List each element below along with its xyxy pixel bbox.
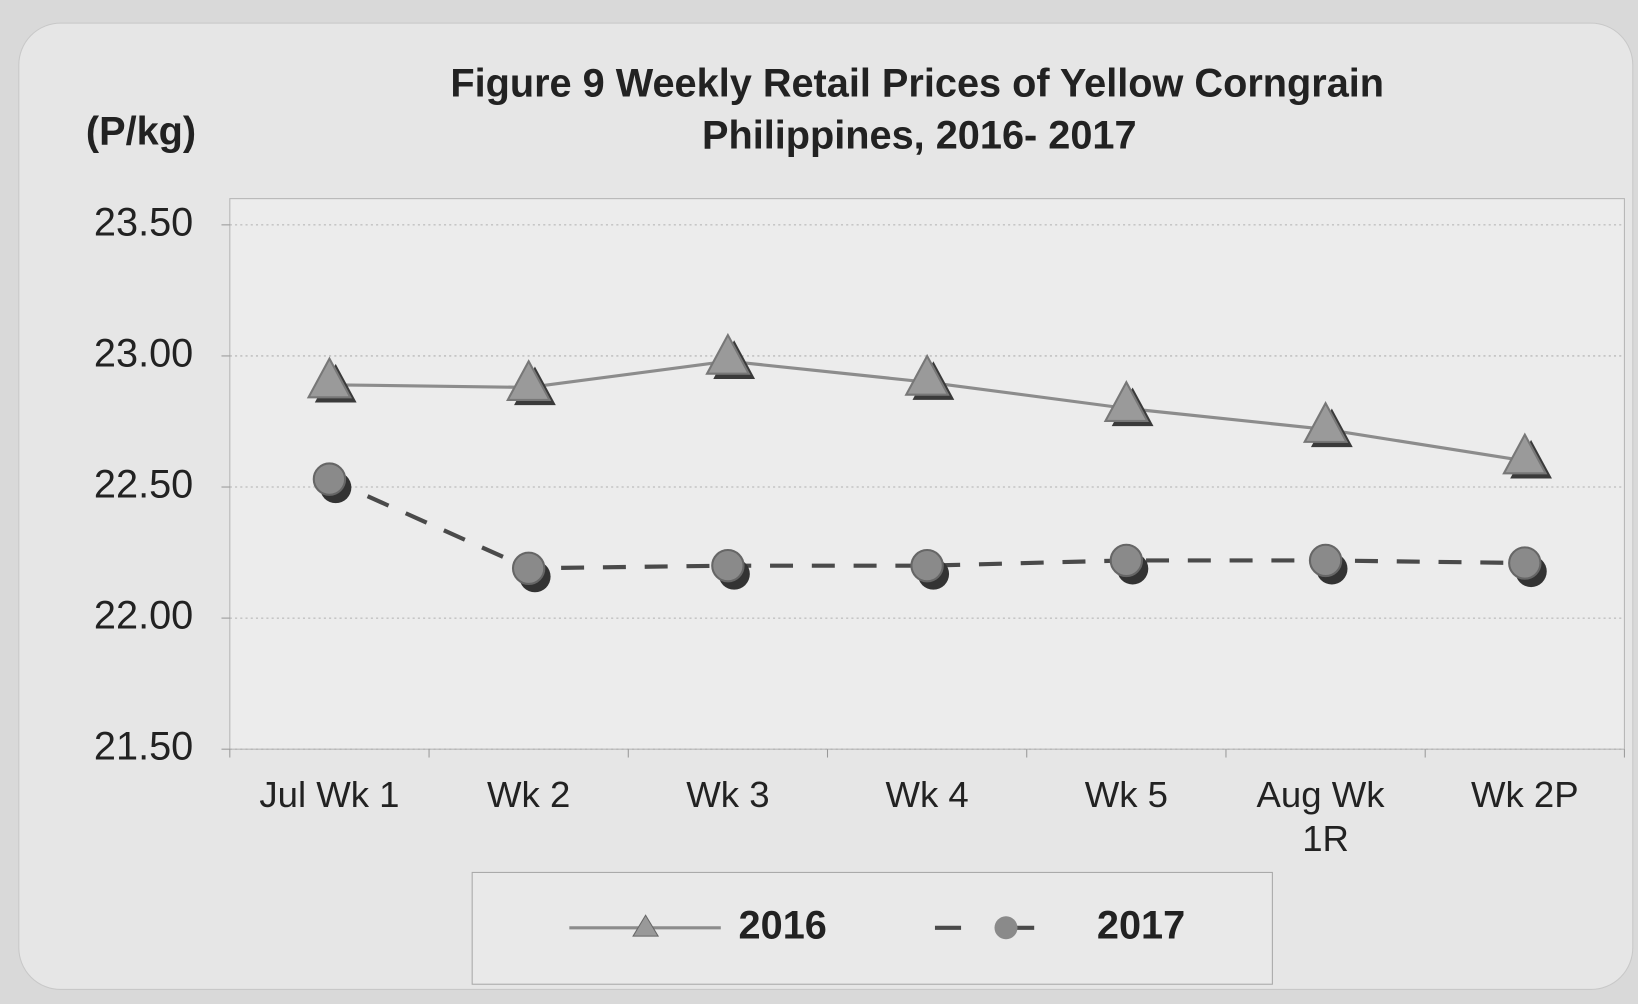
marker [506,359,552,401]
x-tick-label: Wk 4 [885,774,968,815]
chart-title: Figure 9 Weekly Retail Prices of Yellow … [450,61,1384,105]
marker [705,332,751,375]
x-tick-label: Wk 2P [1471,774,1579,815]
marker [1103,380,1149,422]
marker [711,548,745,583]
chart-subtitle: Philippines, 2016- 2017 [702,114,1137,158]
x-tick-label: Aug Wk 1R [1257,774,1395,859]
marker [1508,546,1542,580]
marker [312,462,347,496]
marker [1109,543,1144,578]
marker [511,551,546,585]
x-tick-label-line: Aug Wk [1257,774,1395,815]
marker [1302,401,1349,443]
legend-marker [994,916,1018,940]
plot-area [229,198,1625,750]
y-axis-label: (P/kg) [86,109,196,153]
y-tick-label: 22.00 [94,594,193,638]
y-tick-label: 23.50 [94,200,193,244]
y-tick-label: 21.50 [94,725,193,769]
marker [1308,543,1343,578]
marker [306,356,353,399]
marker [904,353,950,396]
legend-label: 2017 [1097,903,1185,947]
x-tick-label: Wk 2 [487,774,570,815]
legend-label: 2016 [739,903,827,947]
marker [910,548,944,583]
legend-marker [632,914,660,937]
x-tick-label: Jul Wk 1 [259,774,399,815]
x-tick-label: Wk 5 [1085,774,1168,815]
marker [1502,432,1548,475]
y-tick-label: 22.50 [94,462,193,506]
x-tick-label-line: 1R [1302,818,1349,859]
y-tick-label: 23.00 [94,331,193,375]
x-tick-label: Wk 3 [686,774,769,815]
